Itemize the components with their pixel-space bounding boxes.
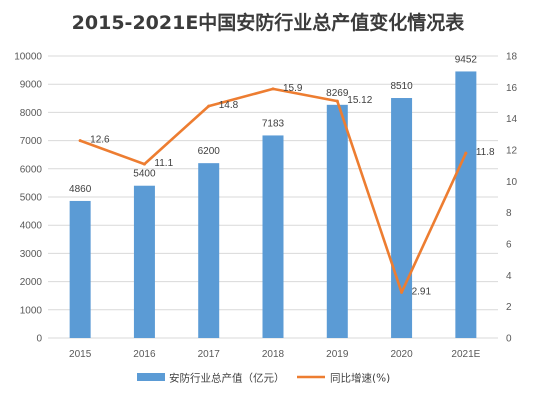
legend-bar-swatch [137, 373, 165, 381]
y-left-tick-label: 4000 [20, 221, 43, 232]
bar-series [69, 71, 477, 338]
y-left-tick-label: 5000 [20, 193, 43, 204]
bar [69, 200, 91, 338]
line-value-label: 12.6 [90, 135, 110, 146]
axes: 0100020003000400050006000700080009000100… [14, 52, 517, 361]
line-point [78, 139, 82, 143]
y-right-tick-label: 2 [506, 302, 512, 313]
line-value-label: 14.8 [219, 100, 239, 111]
bar [262, 135, 284, 338]
line-point [464, 151, 468, 155]
line-point [400, 290, 404, 294]
line-value-label: 15.12 [347, 95, 372, 106]
bar-value-label: 8269 [326, 88, 349, 99]
x-tick-label: 2020 [390, 349, 413, 360]
y-right-tick-label: 14 [506, 114, 518, 125]
legend: 安防行业总产值（亿元） 同比增速(%) [137, 372, 390, 385]
x-tick-label: 2018 [262, 349, 285, 360]
y-left-tick-label: 7000 [20, 136, 43, 147]
y-left-tick-label: 6000 [20, 164, 43, 175]
y-left-tick-label: 8000 [20, 108, 43, 119]
bar-value-label: 9452 [455, 54, 478, 65]
line-value-label: 15.9 [283, 83, 303, 94]
y-left-tick-label: 3000 [20, 249, 43, 260]
y-left-tick-label: 2000 [20, 277, 43, 288]
bar [198, 163, 220, 338]
y-left-tick-label: 9000 [20, 80, 43, 91]
x-tick-label: 2019 [326, 349, 349, 360]
y-left-tick-label: 1000 [20, 305, 43, 316]
y-right-tick-label: 4 [506, 271, 512, 282]
x-tick-label: 2016 [133, 349, 156, 360]
line-point [142, 162, 146, 166]
chart-title: 2015-2021E中国安防行业总产值变化情况表 [71, 12, 465, 34]
line-value-label: 11.8 [476, 147, 495, 158]
x-tick-label: 2021E [451, 349, 480, 360]
bar [455, 71, 477, 338]
bar-value-label: 6200 [198, 146, 221, 157]
bar-value-label: 5400 [133, 169, 156, 180]
x-tick-label: 2015 [69, 349, 92, 360]
legend-line-label: 同比增速(%) [330, 372, 390, 385]
line-series [78, 87, 468, 294]
y-left-tick-label: 0 [36, 334, 42, 345]
y-right-tick-label: 12 [506, 146, 518, 157]
y-right-tick-label: 18 [506, 52, 518, 63]
y-left-tick-label: 10000 [14, 52, 42, 63]
bar [133, 185, 155, 338]
x-tick-label: 2017 [198, 349, 221, 360]
y-right-tick-label: 0 [506, 334, 512, 345]
bar [391, 98, 413, 338]
y-right-tick-label: 16 [506, 83, 518, 94]
data-labels: 4860 5400 6200 7183 8269 8510 9452 12.6 11.1 14.8… [69, 54, 495, 297]
line-value-label: 11.1 [154, 158, 173, 169]
bar-value-label: 4860 [69, 184, 92, 195]
bar-value-label: 8510 [390, 81, 413, 92]
legend-bar-label: 安防行业总产值（亿元） [169, 372, 285, 385]
line-point [207, 104, 211, 108]
bar-value-label: 7183 [262, 118, 285, 129]
y-right-tick-label: 8 [506, 208, 512, 219]
line-point [271, 87, 275, 91]
line-point [335, 99, 339, 103]
line-value-label: 2.91 [412, 286, 432, 297]
y-right-tick-label: 6 [506, 240, 512, 251]
y-right-tick-label: 10 [506, 177, 518, 188]
bar [326, 104, 348, 338]
